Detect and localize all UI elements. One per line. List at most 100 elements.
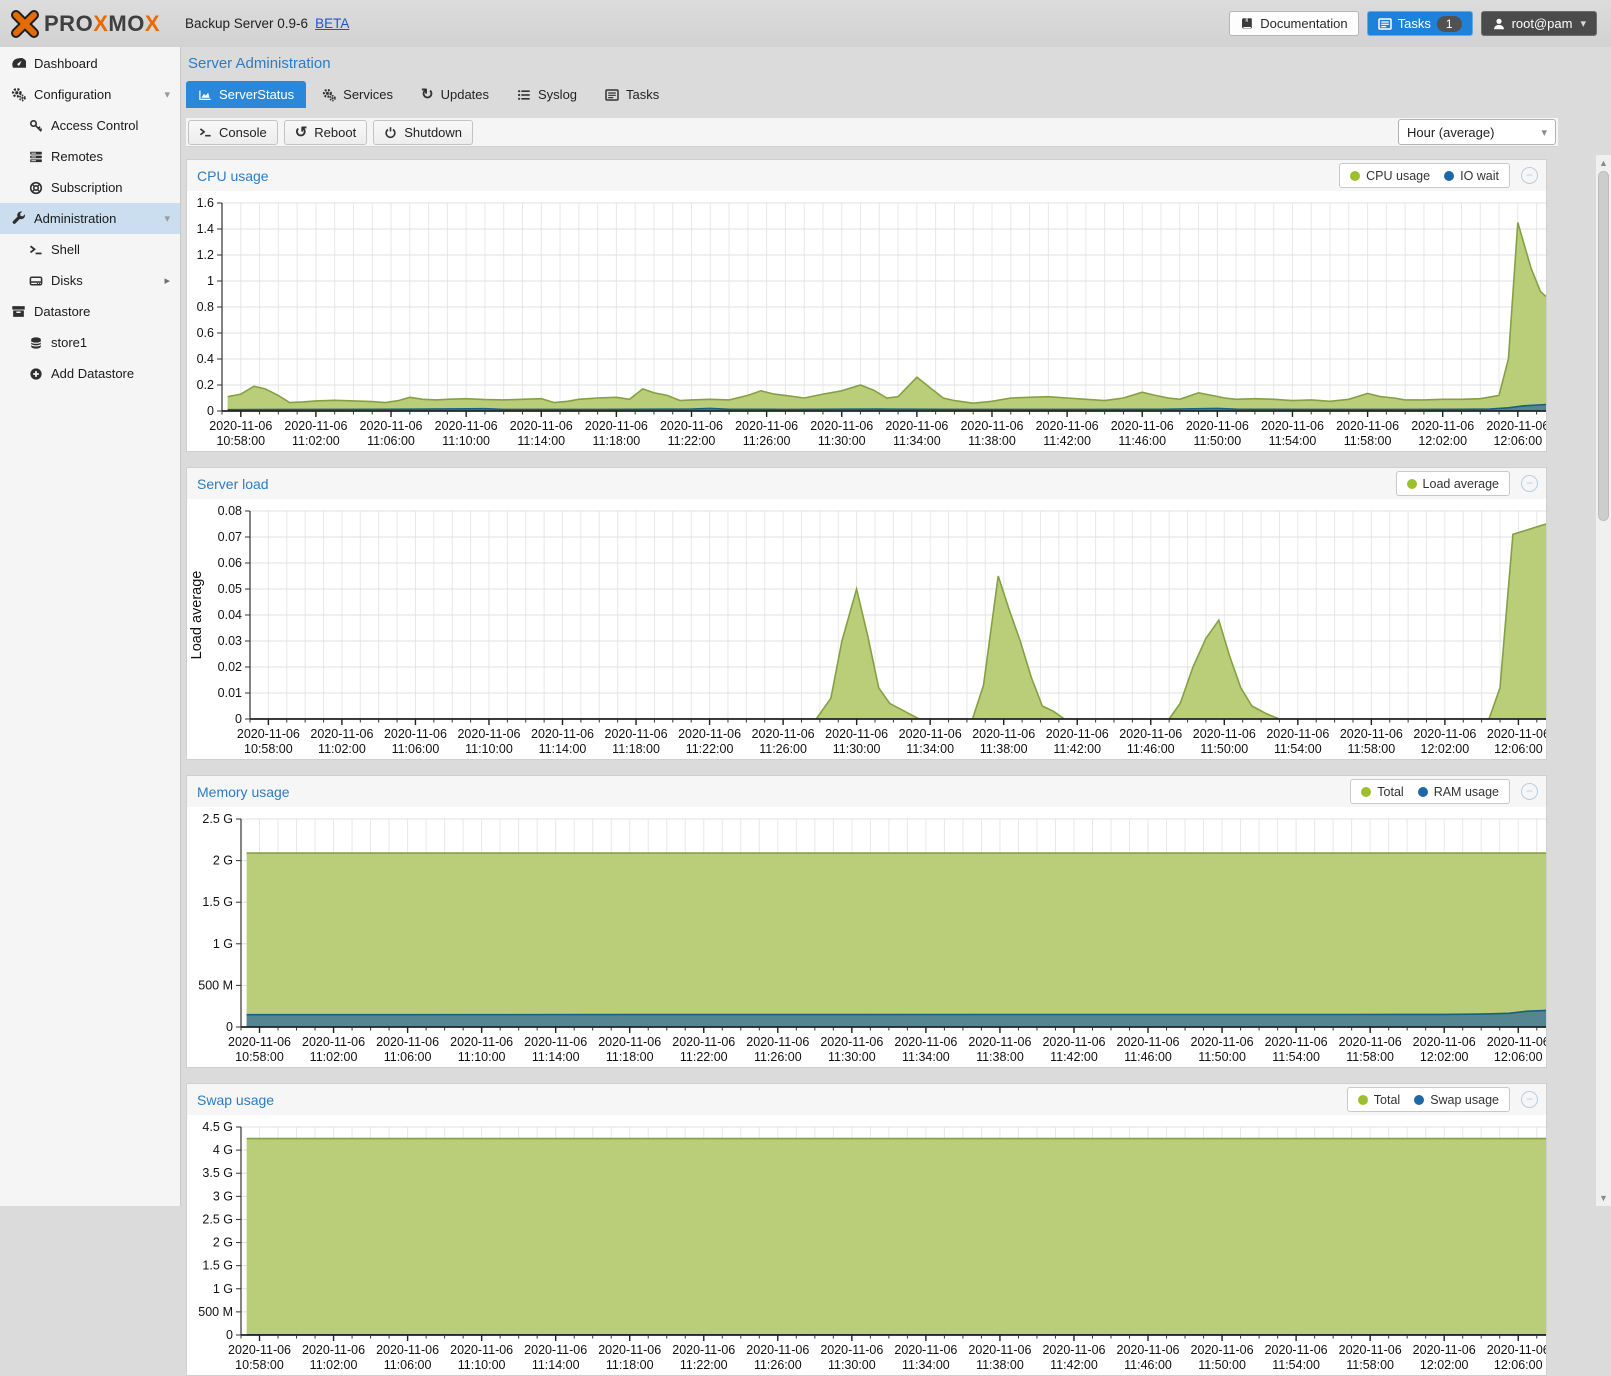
- collapse-icon[interactable]: −: [1521, 475, 1538, 492]
- sidebar-item-access-control[interactable]: Access Control: [0, 110, 180, 141]
- tasks-button[interactable]: Tasks 1: [1367, 11, 1473, 36]
- shutdown-button[interactable]: Shutdown: [373, 120, 473, 145]
- sidebar-item-remotes[interactable]: Remotes: [0, 141, 180, 172]
- rotate-left-icon: ↺: [295, 126, 308, 139]
- sidebar-item-disks[interactable]: Disks ▸: [0, 265, 180, 296]
- sidebar-item-configuration[interactable]: Configuration ▾: [0, 79, 180, 110]
- legend-dot: [1361, 787, 1371, 797]
- tab-syslog[interactable]: Syslog: [505, 81, 589, 108]
- collapse-icon[interactable]: −: [1521, 1091, 1538, 1108]
- svg-text:4 G: 4 G: [213, 1143, 233, 1157]
- svg-text:0: 0: [207, 404, 214, 418]
- sidebar-item-subscription[interactable]: Subscription: [0, 172, 180, 203]
- sidebar-item-administration[interactable]: Administration ▾: [0, 203, 180, 234]
- svg-text:1: 1: [207, 274, 214, 288]
- legend-dot: [1418, 787, 1428, 797]
- sidebar-item-shell[interactable]: Shell: [0, 234, 180, 265]
- chevron-down-icon[interactable]: ▾: [164, 212, 170, 225]
- chevron-down-icon[interactable]: ▾: [164, 88, 170, 101]
- tab-serverstatus[interactable]: ServerStatus: [186, 81, 306, 108]
- tab-tasks[interactable]: Tasks: [593, 81, 671, 108]
- sidebar: Dashboard Configuration ▾ Access Control: [0, 47, 181, 1206]
- svg-text:0.8: 0.8: [197, 300, 214, 314]
- svg-text:0.2: 0.2: [197, 378, 214, 392]
- svg-text:1.5 G: 1.5 G: [202, 895, 233, 909]
- svg-text:3 G: 3 G: [213, 1189, 233, 1203]
- vertical-scrollbar[interactable]: ▲ ▼: [1595, 155, 1611, 1206]
- sidebar-item-dashboard[interactable]: Dashboard: [0, 48, 180, 79]
- plus-circle-icon: [27, 367, 44, 381]
- key-icon: [27, 119, 44, 133]
- beta-link[interactable]: BETA: [315, 16, 349, 31]
- legend-item: CPU usage: [1350, 169, 1430, 183]
- collapse-icon[interactable]: −: [1521, 783, 1538, 800]
- svg-text:1.5 G: 1.5 G: [202, 1259, 233, 1273]
- legend-item: Total: [1358, 1093, 1400, 1107]
- tab-updates[interactable]: ↻ Updates: [409, 81, 501, 108]
- scrollbar-thumb[interactable]: [1598, 171, 1609, 521]
- svg-text:2.5 G: 2.5 G: [202, 812, 233, 826]
- console-button[interactable]: Console: [188, 120, 278, 145]
- timeframe-select[interactable]: Hour (average) ▾: [1398, 119, 1556, 145]
- svg-text:0.02: 0.02: [218, 660, 242, 674]
- collapse-icon[interactable]: −: [1521, 167, 1538, 184]
- scroll-up-arrow[interactable]: ▲: [1596, 158, 1611, 168]
- svg-text:0.6: 0.6: [197, 326, 214, 340]
- gears-icon: [10, 87, 27, 102]
- terminal-icon: [27, 243, 44, 257]
- user-menu-button[interactable]: root@pam ▾: [1481, 11, 1597, 36]
- legend-dot: [1358, 1095, 1368, 1105]
- svg-text:Load average: Load average: [189, 571, 205, 660]
- area-chart-icon: [198, 88, 212, 102]
- sidebar-item-store1[interactable]: store1: [0, 327, 180, 358]
- tab-services[interactable]: Services: [310, 81, 405, 108]
- proxmox-x-icon: [10, 9, 40, 39]
- hdd-icon: [27, 274, 44, 288]
- scroll-down-arrow[interactable]: ▼: [1596, 1193, 1611, 1203]
- svg-text:1.6: 1.6: [197, 196, 214, 210]
- svg-text:500 M: 500 M: [198, 1305, 233, 1319]
- sidebar-item-add-datastore[interactable]: Add Datastore: [0, 358, 180, 389]
- sidebar-item-datastore[interactable]: Datastore: [0, 296, 180, 327]
- legend-item: Total: [1361, 785, 1403, 799]
- documentation-button[interactable]: Documentation: [1229, 11, 1358, 36]
- gears-icon: [322, 88, 336, 102]
- chevron-right-icon[interactable]: ▸: [164, 274, 170, 287]
- reboot-button[interactable]: ↺ Reboot: [284, 120, 368, 145]
- svg-text:0.06: 0.06: [218, 556, 242, 570]
